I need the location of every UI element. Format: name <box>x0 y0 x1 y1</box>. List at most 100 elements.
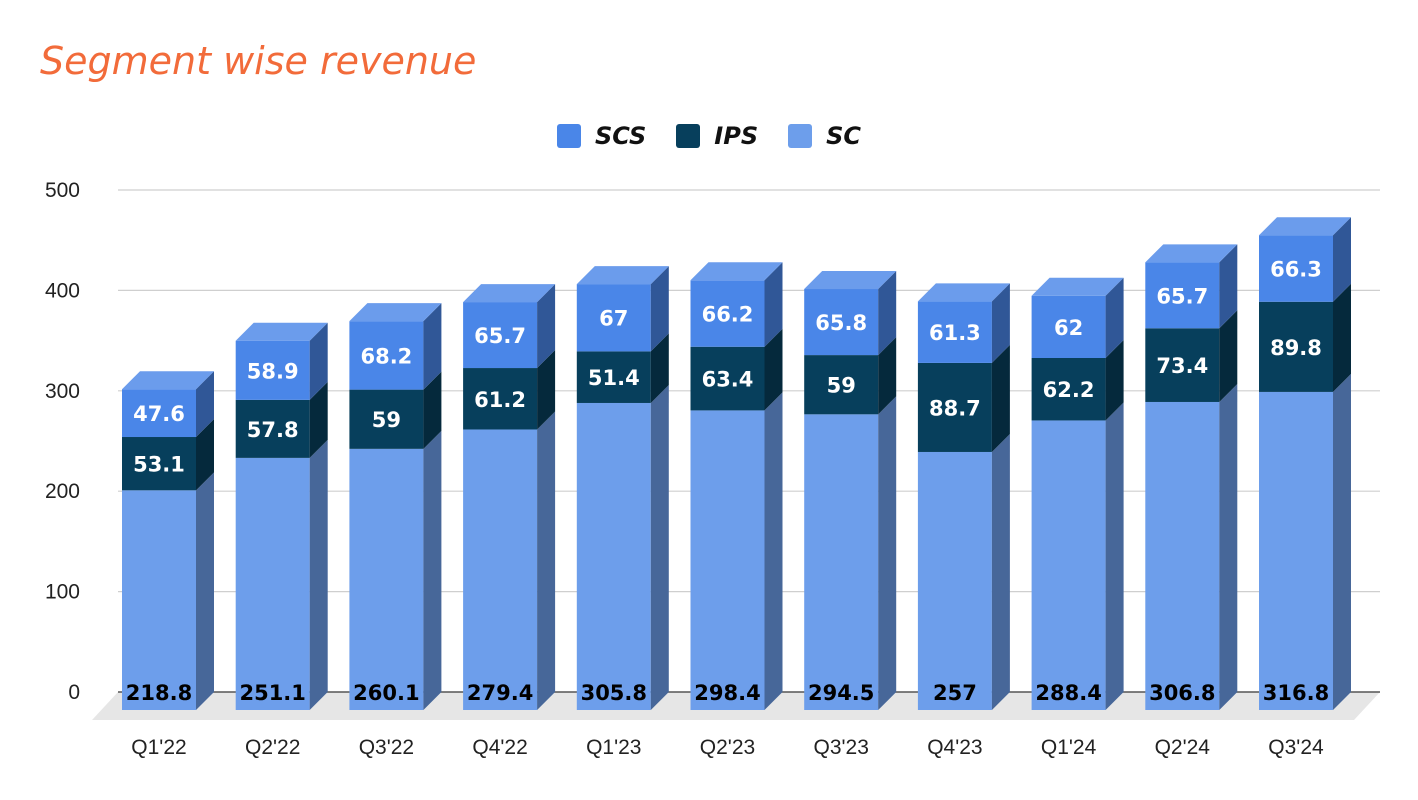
bar-front-scs-4 <box>576 284 651 352</box>
bar-side-scs-3 <box>537 284 556 369</box>
x-tick-label-8: Q1'24 <box>1041 736 1097 759</box>
bar-front-sc-9 <box>1145 401 1220 710</box>
chart-legend: SCS IPS SC <box>0 122 1418 150</box>
bar-side-scs-1 <box>309 322 328 400</box>
data-label-sc-7: 257 <box>933 681 977 705</box>
bar-front-ips-3 <box>463 368 538 430</box>
bar-front-ips-1 <box>235 399 310 458</box>
x-tick-label-7: Q4'23 <box>927 736 982 759</box>
bar-front-ips-7 <box>917 362 992 452</box>
bar-front-scs-1 <box>235 340 310 400</box>
bar-side-sc-1 <box>309 439 328 710</box>
bar-side-ips-3 <box>537 350 556 430</box>
bar-front-ips-4 <box>576 351 651 403</box>
legend-item-scs[interactable]: SCS <box>556 122 647 150</box>
x-tick-label-1: Q2'22 <box>245 736 300 759</box>
bar-front-scs-9 <box>1145 262 1220 329</box>
bar-front-scs-10 <box>1259 235 1333 302</box>
bar-side-scs-2 <box>423 303 442 390</box>
bar-front-ips-5 <box>690 346 765 411</box>
data-label-ips-2: 59 <box>372 408 401 432</box>
bar-top-9 <box>1145 244 1238 263</box>
data-label-sc-2: 260.1 <box>353 681 419 705</box>
x-tick-label-6: Q3'23 <box>814 736 869 759</box>
bar-side-ips-8 <box>1105 339 1124 421</box>
bar-side-sc-10 <box>1333 373 1351 710</box>
bar-side-ips-10 <box>1333 283 1351 392</box>
bar-front-sc-2 <box>349 448 424 710</box>
x-tick-label-0: Q1'22 <box>131 736 186 759</box>
bar-front-ips-6 <box>804 355 879 415</box>
bar-top-2 <box>349 303 442 322</box>
bar-top-4 <box>576 266 669 285</box>
data-label-scs-6: 65.8 <box>815 311 867 335</box>
bar-front-sc-3 <box>463 429 538 710</box>
bar-side-sc-8 <box>1105 402 1124 710</box>
data-label-ips-10: 89.8 <box>1270 336 1322 360</box>
legend-label-ips: IPS <box>714 122 759 150</box>
data-label-scs-8: 62 <box>1054 316 1083 340</box>
y-tick-label-400: 400 <box>45 279 80 302</box>
bar-side-ips-9 <box>1219 310 1238 402</box>
bar-side-sc-3 <box>537 411 556 710</box>
x-tick-label-3: Q4'22 <box>472 736 527 759</box>
bar-front-scs-7 <box>917 301 992 363</box>
y-tick-label-0: 0 <box>68 681 80 704</box>
legend-item-sc[interactable]: SC <box>788 122 861 150</box>
bar-top-5 <box>690 262 783 281</box>
bar-side-ips-1 <box>309 381 328 458</box>
bar-side-sc-5 <box>764 392 783 710</box>
bar-top-10 <box>1259 217 1351 236</box>
data-label-sc-8: 288.4 <box>1035 681 1101 705</box>
data-label-sc-9: 306.8 <box>1149 681 1215 705</box>
data-label-ips-9: 73.4 <box>1156 354 1208 378</box>
y-tick-label-500: 500 <box>45 179 80 202</box>
y-tick-label-300: 300 <box>45 380 80 403</box>
data-label-sc-1: 251.1 <box>239 681 305 705</box>
data-label-scs-5: 66.2 <box>702 303 754 327</box>
data-label-scs-4: 67 <box>599 307 628 331</box>
data-label-scs-0: 47.6 <box>133 402 185 426</box>
data-label-ips-3: 61.2 <box>474 388 526 412</box>
bar-side-scs-7 <box>991 283 1010 363</box>
data-label-ips-1: 57.8 <box>247 418 299 442</box>
bar-front-ips-10 <box>1259 301 1333 392</box>
data-label-ips-8: 62.2 <box>1043 378 1095 402</box>
bar-front-scs-6 <box>804 289 879 356</box>
legend-label-scs: SCS <box>594 122 647 150</box>
data-label-sc-0: 218.8 <box>126 681 192 705</box>
bar-side-sc-4 <box>650 384 669 710</box>
bar-side-ips-2 <box>423 371 442 449</box>
data-label-sc-6: 294.5 <box>808 681 874 705</box>
x-tick-label-2: Q3'22 <box>359 736 414 759</box>
bar-front-sc-5 <box>690 410 765 710</box>
bar-front-scs-5 <box>690 280 765 347</box>
bar-front-scs-0 <box>122 389 196 438</box>
bar-front-ips-2 <box>349 389 424 449</box>
bar-front-ips-0 <box>122 437 196 491</box>
bar-side-scs-9 <box>1219 244 1238 329</box>
legend-item-ips[interactable]: IPS <box>676 122 758 150</box>
bar-side-ips-0 <box>196 419 214 491</box>
bar-front-sc-8 <box>1031 420 1106 710</box>
chart-title: Segment wise revenue <box>40 39 477 83</box>
data-label-ips-7: 88.7 <box>929 396 981 420</box>
bar-top-0 <box>122 371 214 390</box>
bar-front-sc-4 <box>576 402 651 710</box>
bar-side-ips-5 <box>764 328 783 411</box>
data-label-sc-5: 298.4 <box>694 681 760 705</box>
data-label-scs-3: 65.7 <box>474 324 526 348</box>
bar-front-scs-2 <box>349 321 424 390</box>
data-label-sc-10: 316.8 <box>1263 681 1329 705</box>
bar-side-sc-6 <box>878 396 897 710</box>
bar-side-scs-5 <box>764 262 783 347</box>
legend-swatch-ips <box>676 124 701 148</box>
bar-side-sc-0 <box>196 472 214 710</box>
bar-top-7 <box>917 283 1010 302</box>
bar-side-ips-4 <box>650 333 669 403</box>
y-tick-label-100: 100 <box>45 581 80 604</box>
bar-top-6 <box>804 271 897 290</box>
y-tick-label-200: 200 <box>45 480 80 503</box>
bar-side-ips-6 <box>878 337 897 415</box>
